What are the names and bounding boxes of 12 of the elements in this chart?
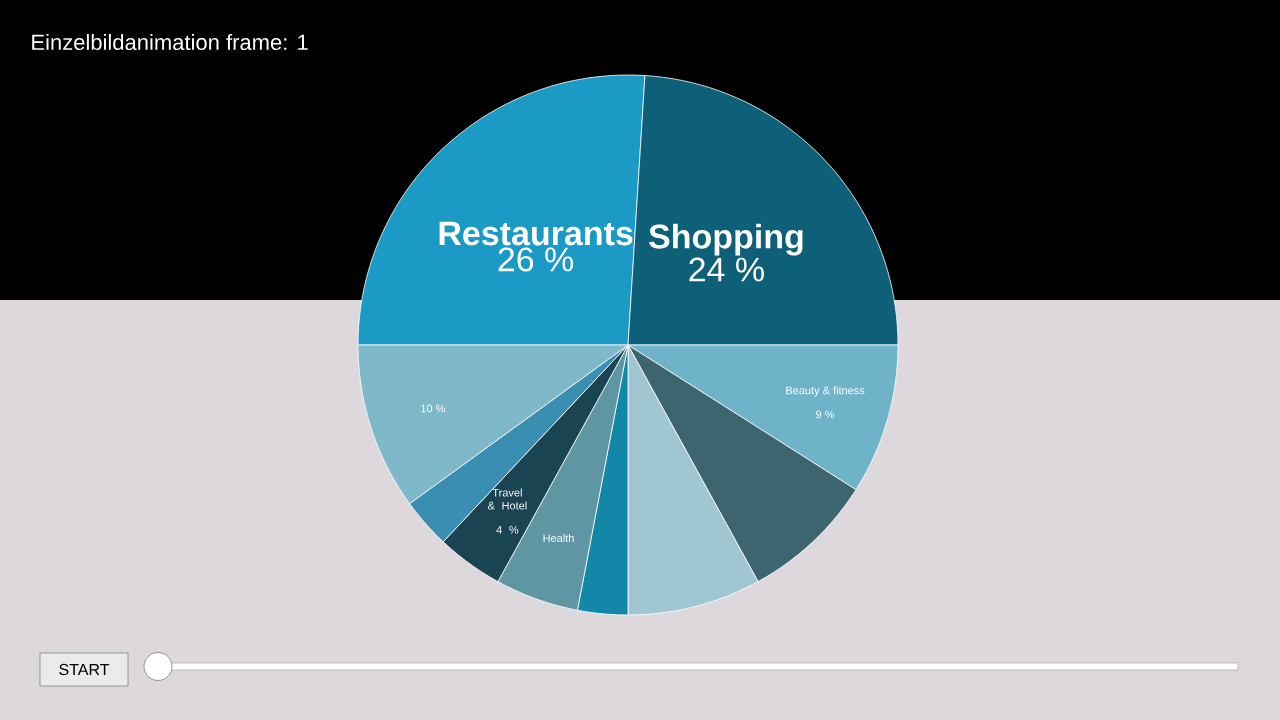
data-label: 4 % bbox=[496, 525, 519, 534]
data-label: 9 % bbox=[816, 410, 835, 419]
data-label: 26 % bbox=[498, 247, 574, 272]
slice-label: Travel & Hotel bbox=[487, 488, 527, 510]
slice-label: Health bbox=[543, 534, 574, 543]
text: Einzelbildanimation frame: 1 bbox=[32, 33, 308, 51]
slice-label: Shopping bbox=[649, 223, 803, 256]
text: START bbox=[59, 663, 110, 676]
slice-label: Beauty & fitness bbox=[786, 386, 865, 397]
data-label: 24 % bbox=[689, 257, 764, 282]
data-label: 10 % bbox=[421, 404, 445, 413]
slice-label: Restaurants bbox=[439, 221, 633, 246]
